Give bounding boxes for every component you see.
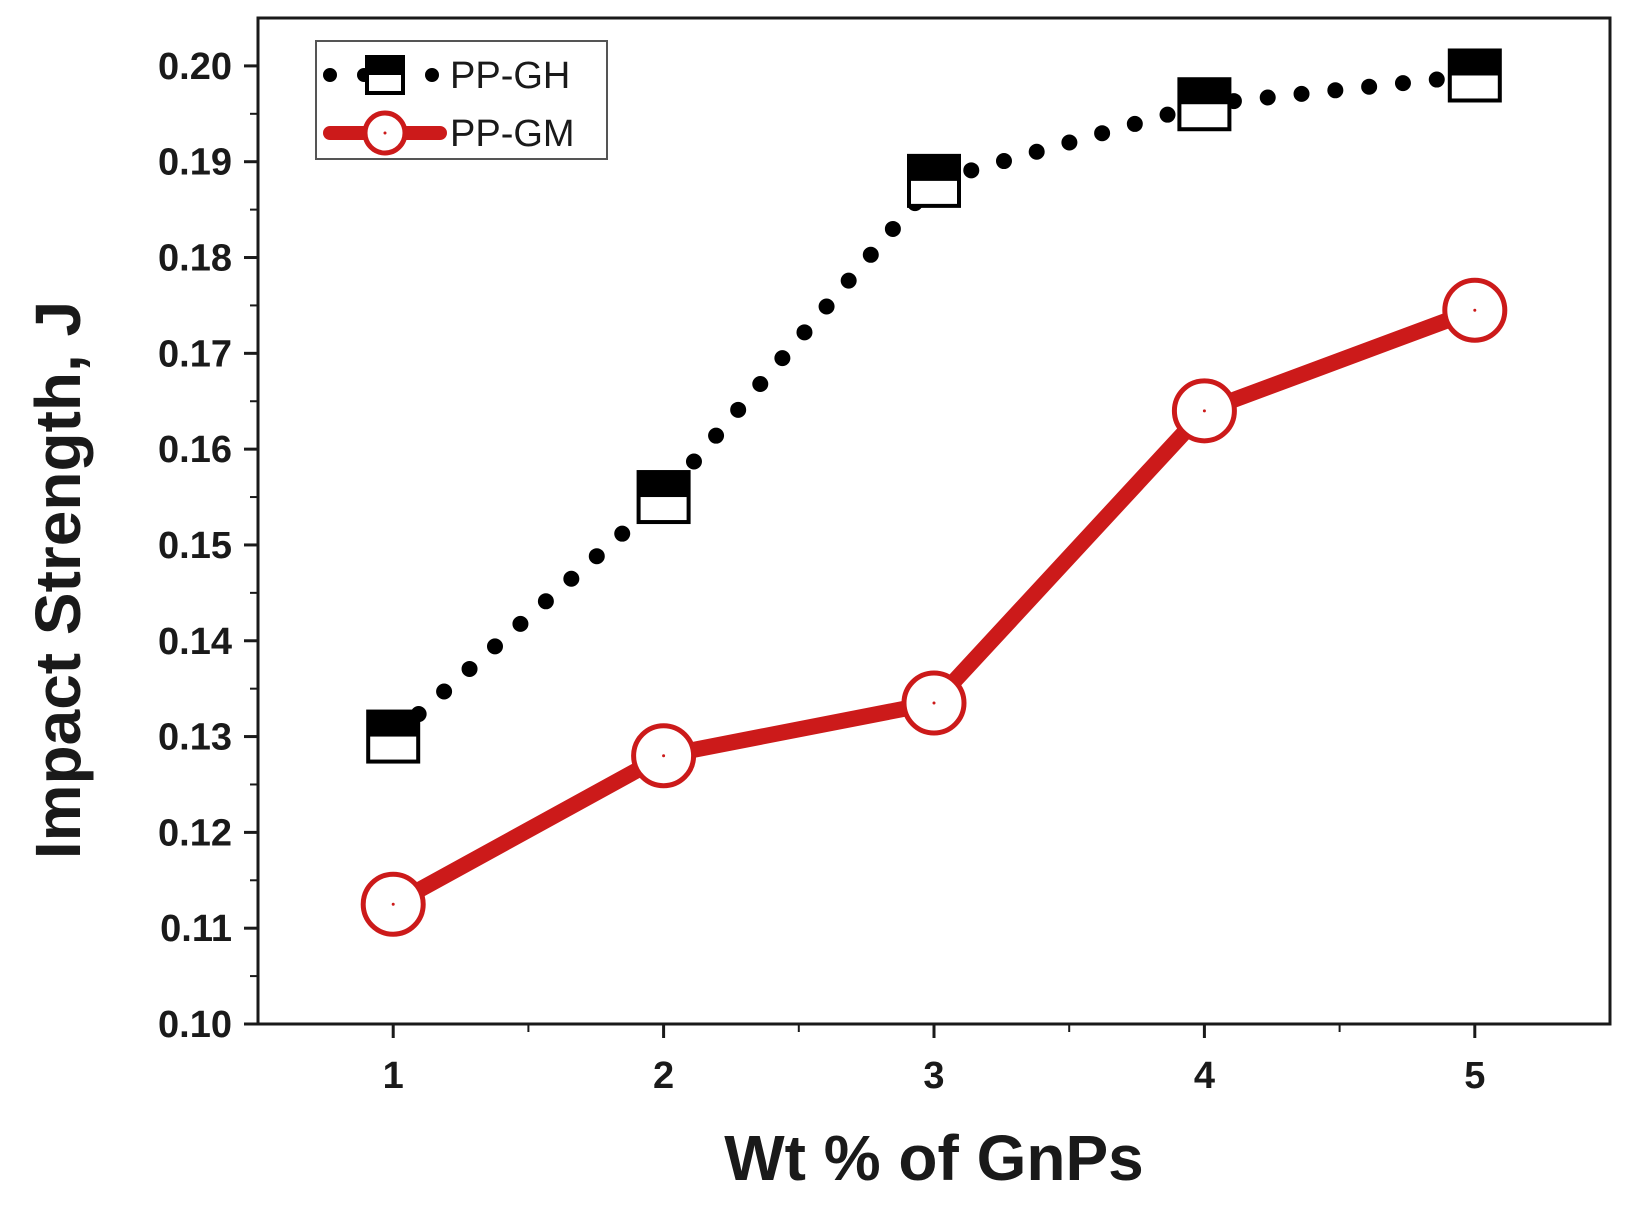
legend-pp-gm-marker [362, 110, 408, 156]
x-axis: 1 2 3 4 5 [383, 1024, 1485, 1097]
series-pp-gh-point-5-fill [1449, 50, 1500, 76]
series-pp-gh-point-4 [1177, 77, 1232, 132]
y-tick-label-0.14: 0.14 [158, 621, 232, 663]
series-pp-gm-point-1-dot [391, 902, 395, 906]
y-tick-label-0.15: 0.15 [158, 525, 232, 567]
y-tick-label-0.18: 0.18 [158, 238, 232, 280]
legend-pp-gm-marker-dot [383, 131, 387, 135]
legend-pp-gh-marker-fill [367, 57, 403, 75]
legend: PP-GH PP-GM [315, 40, 608, 160]
series-pp-gh-point-4-fill [1179, 79, 1230, 105]
y-tick-label-0.16: 0.16 [158, 429, 232, 471]
y-axis: 0.10 0.11 0.12 0.13 0.14 0.15 0.16 0.17 0.18 0.19… [158, 46, 258, 1046]
y-tick-label-0.10: 0.10 [158, 1004, 232, 1046]
series-pp-gm-point-1 [360, 871, 426, 937]
x-axis-title: Wt % of GnPs [724, 1122, 1144, 1194]
series-pp-gh-point-3 [907, 153, 961, 208]
series-layer [360, 48, 1508, 937]
series-pp-gm-point-2 [631, 723, 697, 789]
series-pp-gm-point-4-dot [1202, 409, 1206, 413]
x-tick-label-5: 5 [1464, 1055, 1485, 1097]
y-tick-label-0.17: 0.17 [158, 333, 232, 375]
y-tick-label-0.13: 0.13 [158, 717, 232, 759]
y-tick-label-0.11: 0.11 [160, 908, 232, 950]
series-pp-gh-point-1 [366, 709, 421, 764]
series-pp-gm-point-3 [901, 670, 967, 736]
legend-pp-gh-marker [365, 55, 405, 95]
y-tick-label-0.12: 0.12 [158, 812, 232, 854]
x-tick-label-1: 1 [383, 1055, 404, 1097]
series-pp-gm-point-5 [1442, 277, 1508, 343]
y-axis-title: Impact Strength, J [22, 301, 94, 859]
x-tick-label-2: 2 [653, 1055, 674, 1097]
legend-pp-gm-label: PP-GM [450, 113, 575, 155]
y-tick-label-0.19: 0.19 [158, 142, 232, 184]
x-tick-label-4: 4 [1194, 1055, 1215, 1097]
x-tick-label-3: 3 [923, 1055, 944, 1097]
series-pp-gm-point-3-dot [932, 701, 936, 705]
series-pp-gm-point-5-dot [1473, 308, 1477, 312]
series-pp-gh-point-1-fill [368, 711, 419, 737]
legend-items: PP-GH PP-GM [323, 55, 575, 156]
series-pp-gh-point-2-fill [638, 472, 689, 498]
series-pp-gh-point-3-fill [909, 155, 959, 181]
y-tick-label-0.20: 0.20 [158, 46, 232, 88]
series-pp-gh-point-5 [1447, 48, 1502, 103]
legend-pp-gh-label: PP-GH [450, 55, 570, 97]
series-pp-gh-point-2 [636, 470, 691, 525]
series-pp-gm-point-4 [1171, 378, 1237, 444]
series-pp-gm-point-2-dot [662, 754, 666, 758]
